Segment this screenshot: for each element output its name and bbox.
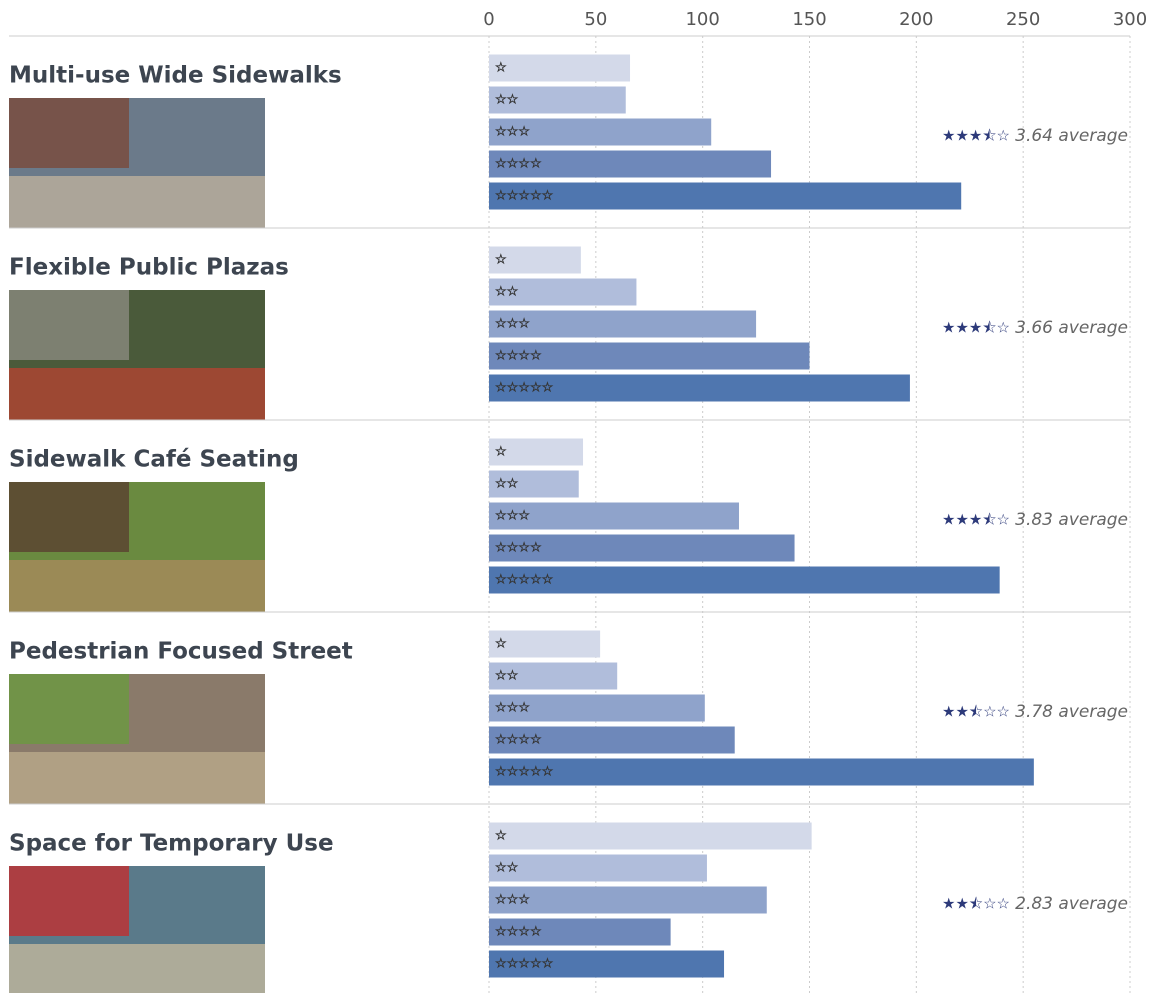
category-label: Space for Temporary Use <box>9 831 334 857</box>
bar <box>489 502 739 530</box>
average-label: 3.78 average <box>1015 702 1128 722</box>
bar <box>489 822 812 850</box>
bar <box>489 726 735 754</box>
bar <box>489 662 618 690</box>
photo-detail <box>9 674 129 744</box>
bar <box>489 310 757 338</box>
bar <box>489 758 1034 786</box>
bar-label: ☆☆ <box>495 861 518 876</box>
bar-label: ☆ <box>495 445 507 460</box>
bar-label: ☆ <box>495 637 507 652</box>
bar-label: ☆☆☆ <box>495 125 530 140</box>
x-tick-label: 0 <box>483 9 494 30</box>
x-tick-label: 150 <box>792 9 826 30</box>
bar-label: ☆☆ <box>495 477 518 492</box>
category-label: Flexible Public Plazas <box>9 255 289 281</box>
bar-label: ☆☆☆☆ <box>495 157 542 172</box>
x-tick-label: 50 <box>584 9 607 30</box>
bar <box>489 118 712 146</box>
x-tick-label: 100 <box>685 9 719 30</box>
photo-detail <box>9 560 265 612</box>
bar-label: ☆☆☆ <box>495 701 530 716</box>
bar-label: ☆☆ <box>495 669 518 684</box>
bar <box>489 470 579 498</box>
bar-label: ☆☆☆☆ <box>495 925 542 940</box>
bar-label: ☆ <box>495 829 507 844</box>
average-label: 3.66 average <box>1015 318 1128 338</box>
bar-label: ☆☆☆☆☆ <box>495 381 553 396</box>
x-tick-label: 200 <box>899 9 933 30</box>
bar-label: ☆☆☆☆ <box>495 349 542 364</box>
category-label: Pedestrian Focused Street <box>9 639 353 665</box>
photo-detail <box>9 290 129 360</box>
bar <box>489 886 767 914</box>
bar-label: ☆☆☆☆☆ <box>495 189 553 204</box>
bar-label: ☆☆☆ <box>495 893 530 908</box>
photo-detail <box>9 176 265 228</box>
bar-label: ☆☆☆ <box>495 317 530 332</box>
bar <box>489 950 725 978</box>
bar <box>489 918 671 946</box>
average-label: 3.64 average <box>1015 126 1128 146</box>
bar <box>489 150 772 178</box>
category-label: Multi-use Wide Sidewalks <box>9 63 342 89</box>
bar-label: ☆☆☆☆☆ <box>495 573 553 588</box>
category-label: Sidewalk Café Seating <box>9 447 299 473</box>
photo-detail <box>9 368 265 420</box>
x-tick-label: 300 <box>1113 9 1147 30</box>
bar-label: ☆☆☆☆ <box>495 541 542 556</box>
average-label: 2.83 average <box>1015 894 1128 914</box>
bar <box>489 342 810 370</box>
bar <box>489 694 705 722</box>
rating-stars: ★★⯪☆☆ <box>942 895 1010 913</box>
bar-label: ☆☆ <box>495 285 518 300</box>
bar <box>489 438 584 466</box>
bar-label: ☆☆ <box>495 93 518 108</box>
bar-label: ☆☆☆☆ <box>495 733 542 748</box>
photo-detail <box>9 752 265 804</box>
x-tick-label: 250 <box>1006 9 1040 30</box>
bar <box>489 374 910 402</box>
bar-label: ☆ <box>495 61 507 76</box>
bar <box>489 182 962 210</box>
bar-label: ☆ <box>495 253 507 268</box>
rating-stars: ★★★⯪☆ <box>942 319 1010 337</box>
bar <box>489 534 795 562</box>
bar <box>489 278 637 306</box>
bar <box>489 630 601 658</box>
rating-stars: ★★★⯪☆ <box>942 127 1010 145</box>
photo-detail <box>9 866 129 936</box>
photo-detail <box>9 482 129 552</box>
bar <box>489 86 626 114</box>
average-label: 3.83 average <box>1015 510 1128 530</box>
bar <box>489 854 707 882</box>
bar-label: ☆☆☆☆☆ <box>495 957 553 972</box>
photo-detail <box>9 98 129 168</box>
bar-label: ☆☆☆☆☆ <box>495 765 553 780</box>
bar <box>489 246 581 274</box>
bar-label: ☆☆☆ <box>495 509 530 524</box>
bar <box>489 566 1000 594</box>
bar <box>489 54 631 82</box>
rating-stars: ★★★⯪☆ <box>942 511 1010 529</box>
photo-detail <box>9 944 265 993</box>
rating-stars: ★★⯪☆☆ <box>942 703 1010 721</box>
